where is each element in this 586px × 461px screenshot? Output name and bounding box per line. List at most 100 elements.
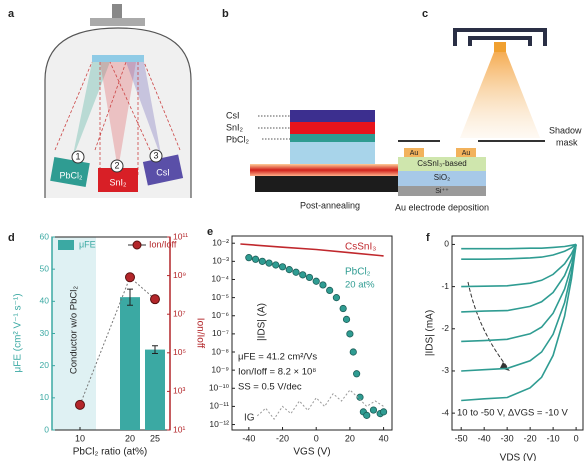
y-tick-label: -3 [441,365,449,375]
y-tick-label: -1 [441,281,449,291]
annotation: SS = 0.5 V/dec [238,382,302,393]
y2-tick-label: 10³ [173,386,185,396]
layer-label: PbCl₂ [226,134,250,144]
x-axis-label: VDS (V) [500,453,537,461]
marker [151,295,160,304]
legend-label: μFE [79,239,96,249]
point [293,269,299,275]
x-tick-label: 25 [150,433,160,443]
line [461,244,576,286]
line [461,244,576,400]
holder [90,18,145,26]
page: { "diagrams": { "a": {"panel": "a", "sou… [0,0,586,461]
hotplate [255,176,405,192]
y-tick-label: 10⁻⁷ [212,328,229,338]
marker [76,400,85,409]
y-tick-label: 0 [444,239,449,249]
series-label: IG [244,413,255,424]
source-number: 1 [75,151,80,161]
x-tick-label: 20 [345,433,355,443]
y-tick-label: 10⁻¹² [209,419,229,429]
layer-label: Si⁺⁺ [435,188,449,195]
source [494,42,506,52]
annotation: 10 to -50 V, ΔVGS = -10 V [457,408,568,419]
point [364,412,370,418]
panel-label: f [426,232,430,244]
shaft [112,4,122,18]
mask-label: mask [556,137,578,147]
x-tick-label: -10 [547,433,560,443]
caption: Au electrode deposition [395,202,489,212]
line [461,244,576,248]
y-tick-label: 50 [40,263,50,273]
layer [290,110,375,122]
x-axis-label: VGS (V) [293,447,330,458]
y-tick-label: -4 [441,407,449,417]
y-tick-label: 0 [44,424,49,434]
caption: Post-annealing [300,200,360,210]
y2-tick-label: 10⁹ [173,270,186,280]
y2-tick-label: 10⁵ [173,347,186,357]
bar [120,297,140,430]
y2-tick-label: 10¹ [173,424,185,434]
x-tick-label: 40 [379,433,389,443]
y-tick-label: 10⁻⁶ [212,310,229,320]
x-tick-label: 0 [314,433,319,443]
y-tick-label: 20 [40,360,50,370]
y2-axis-label: Ion/Ioff [194,318,205,349]
x-tick-label: 10 [75,433,85,443]
panel-b: b CsI SnI₂ PbCl₂ Post-annealing [222,8,410,210]
point [246,254,252,260]
y-tick-label: -2 [441,323,449,333]
series-label: CsSnI₃ [345,242,376,253]
electrode-label: Au [410,150,419,157]
layer [290,134,375,142]
panel-a: a 1 2 3 PbCl₂ SnI₂ CsI [8,4,191,198]
electrode-label: Au [462,150,471,157]
y-tick-label: 10⁻³ [212,256,229,266]
panel-label: e [207,226,213,238]
panel-label: a [8,8,15,20]
point [320,282,326,288]
y-tick-label: 10⁻¹¹ [209,401,229,411]
point [343,316,349,322]
y-axis-label: |IDS| (A) [257,303,268,341]
annotation: Conductor w/o PbCl₂ [69,286,80,374]
y-tick-label: 30 [40,328,50,338]
panel-c: c Au Au CsSnI₃-based SiO₂ Si⁺⁺ Shadow ma… [395,8,582,212]
substrate [92,55,144,62]
x-axis-label: PbCl₂ ratio (at%) [73,447,147,458]
legend-swatch [58,240,74,250]
series-label: PbCl₂ [345,267,371,278]
point [259,258,265,264]
x-tick-label: 20 [125,433,135,443]
layer-label: SnI₂ [226,122,244,132]
point [350,349,356,355]
point [279,264,285,270]
y-tick-label: 10 [40,392,50,402]
material-label: PbCl₂ [59,170,83,180]
point [252,256,258,262]
layer-label: SiO₂ [434,173,450,182]
x-tick-label: 0 [574,433,579,443]
x-tick-label: -50 [455,433,468,443]
source-number: 3 [153,150,158,160]
x-tick-label: -30 [501,433,514,443]
layer [290,122,375,134]
x-tick-label: -40 [242,433,255,443]
y-tick-label: 10⁻⁴ [211,274,229,284]
source-number: 2 [114,160,119,170]
layer-label: CsI [226,110,240,120]
y-tick-label: 10⁻² [212,237,229,247]
x-tick-label: -40 [478,433,491,443]
y-tick-label: 60 [40,231,50,241]
panel-label: c [422,8,428,20]
y-axis-label: μFE (cm² V⁻¹ s⁻¹) [13,293,24,372]
trend-arrow [468,282,508,368]
y-tick-label: 10⁻¹⁰ [209,383,230,393]
point [347,331,353,337]
y-tick-label: 10⁻⁸ [211,346,229,356]
y-axis-label: |IDS| (mA) [425,310,436,356]
y-tick-label: 10⁻⁵ [212,292,229,302]
figure: a 1 2 3 PbCl₂ SnI₂ CsI b CsI SnI₂ PbCl₂ … [0,0,586,461]
